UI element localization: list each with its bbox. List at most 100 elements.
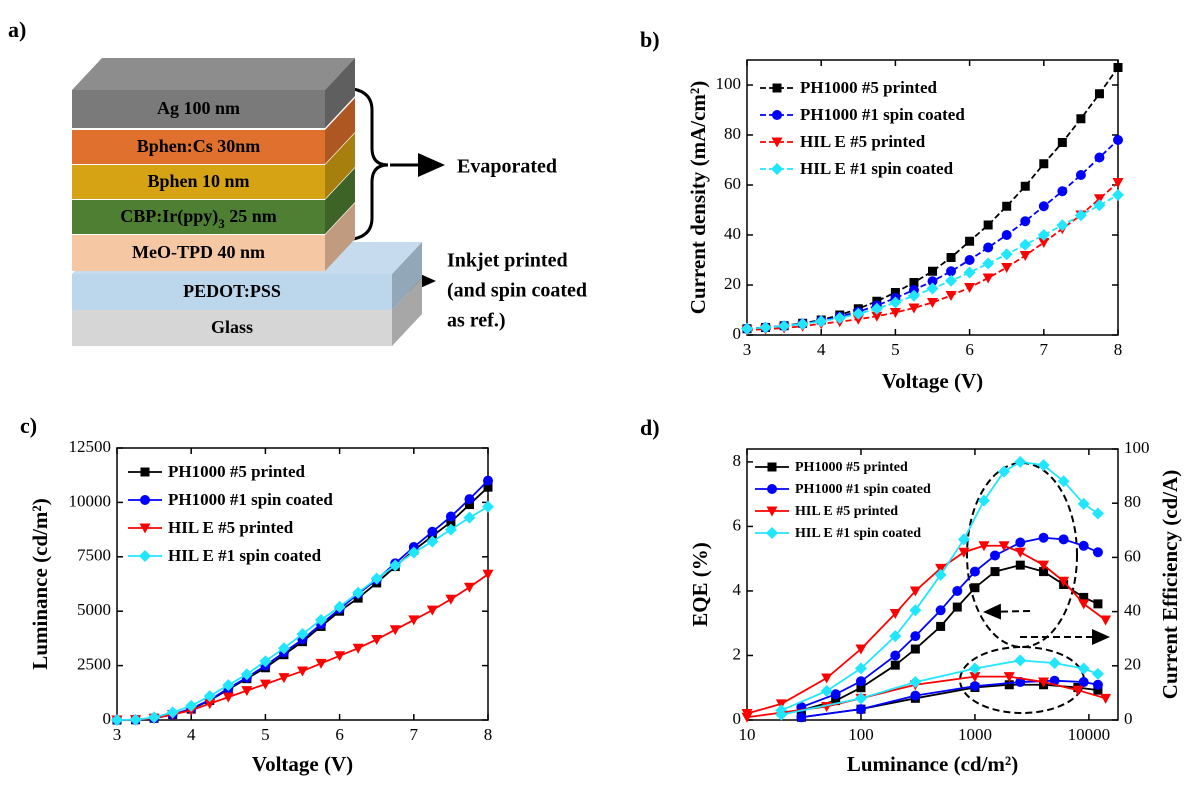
x-tick-label: 3: [113, 725, 122, 744]
layer-side-shade: [325, 168, 355, 234]
layer-front: [72, 130, 325, 164]
marker: [482, 500, 494, 513]
marker: [203, 690, 216, 703]
marker: [889, 296, 902, 309]
marker: [315, 613, 328, 626]
marker: [407, 546, 420, 559]
x-tick-label: 6: [335, 725, 344, 744]
marker: [965, 236, 975, 246]
marker: [148, 711, 161, 724]
marker: [352, 586, 365, 599]
marker: [1112, 189, 1124, 201]
y2-axis-label: Current Efficiency (cd/A): [1158, 470, 1182, 699]
marker: [463, 511, 476, 524]
y2-tick-label: 0: [1124, 709, 1133, 728]
x-tick-label: 4: [187, 725, 196, 744]
marker: [166, 706, 179, 719]
x-tick-label: 5: [891, 340, 900, 359]
layer-front: [72, 165, 325, 199]
series-line: [116, 573, 489, 721]
y-tick-label: 6: [733, 515, 742, 534]
legend-label: HIL E #5 printed: [800, 132, 926, 151]
marker: [945, 291, 957, 301]
marker: [935, 605, 946, 616]
marker: [1092, 679, 1103, 690]
marker: [909, 586, 921, 597]
marker: [1014, 654, 1027, 667]
marker: [371, 634, 383, 645]
marker: [854, 662, 867, 675]
marker: [1019, 251, 1031, 261]
x-tick-label: 3: [743, 340, 752, 359]
marker: [957, 533, 970, 546]
marker: [482, 569, 494, 580]
printed-label: as ref.): [447, 310, 506, 332]
marker: [408, 615, 420, 626]
marker: [1002, 201, 1012, 211]
marker: [977, 494, 990, 507]
marker: [1093, 199, 1106, 212]
marker: [934, 568, 947, 581]
marker: [969, 566, 980, 577]
y-axis-label: EQE (%): [688, 542, 712, 627]
marker: [1057, 138, 1067, 147]
legend-label: PH1000 #5 printed: [795, 460, 908, 475]
marker: [1077, 662, 1090, 675]
marker: [871, 311, 883, 322]
y-tick-label: 12500: [69, 437, 112, 456]
y2-tick-label: 100: [1124, 438, 1150, 457]
marker: [889, 630, 902, 643]
marker: [983, 242, 994, 253]
marker: [1015, 560, 1025, 570]
y-tick-label: 100: [716, 74, 742, 93]
plot-frame: [746, 448, 1119, 721]
marker: [968, 662, 981, 675]
marker: [907, 289, 920, 302]
marker: [767, 462, 777, 472]
marker: [1038, 532, 1049, 543]
marker: [370, 572, 383, 585]
marker: [936, 621, 946, 631]
marker: [852, 307, 865, 320]
marker: [982, 273, 994, 284]
x-tick-label: 1000: [958, 725, 992, 744]
panel-label: b): [640, 27, 660, 52]
marker: [296, 628, 309, 641]
marker: [978, 541, 990, 552]
panel-label: d): [640, 415, 660, 440]
x-tick-label: 100: [848, 725, 874, 744]
panel-label: a): [8, 17, 26, 42]
marker: [1112, 178, 1124, 188]
marker: [766, 527, 778, 539]
y-tick-label: 20: [724, 274, 741, 293]
marker: [315, 658, 327, 669]
marker: [855, 676, 866, 687]
marker: [856, 683, 866, 693]
marker: [964, 255, 975, 265]
marker: [855, 644, 867, 655]
series-line: [116, 480, 489, 721]
marker: [741, 712, 753, 723]
marker: [909, 604, 922, 617]
marker: [1094, 152, 1105, 163]
marker: [983, 220, 993, 230]
x-tick-label: 7: [410, 725, 419, 744]
marker: [889, 609, 901, 620]
marker: [277, 642, 290, 655]
legend-label: PH1000 #1 spin coated: [168, 490, 333, 509]
marker: [129, 713, 142, 726]
marker: [1037, 229, 1050, 241]
marker: [741, 322, 753, 335]
x-tick-label: 10: [739, 725, 756, 744]
marker: [1078, 540, 1089, 551]
marker: [909, 278, 919, 287]
layer-label: Glass: [211, 317, 253, 337]
marker: [946, 266, 957, 277]
marker: [772, 83, 782, 93]
marker: [778, 320, 791, 332]
layer-front: [72, 90, 325, 128]
y-axis-label: Luminance (cd/m²): [28, 498, 52, 669]
marker: [185, 699, 198, 712]
x-tick-label: 10000: [1068, 725, 1111, 744]
